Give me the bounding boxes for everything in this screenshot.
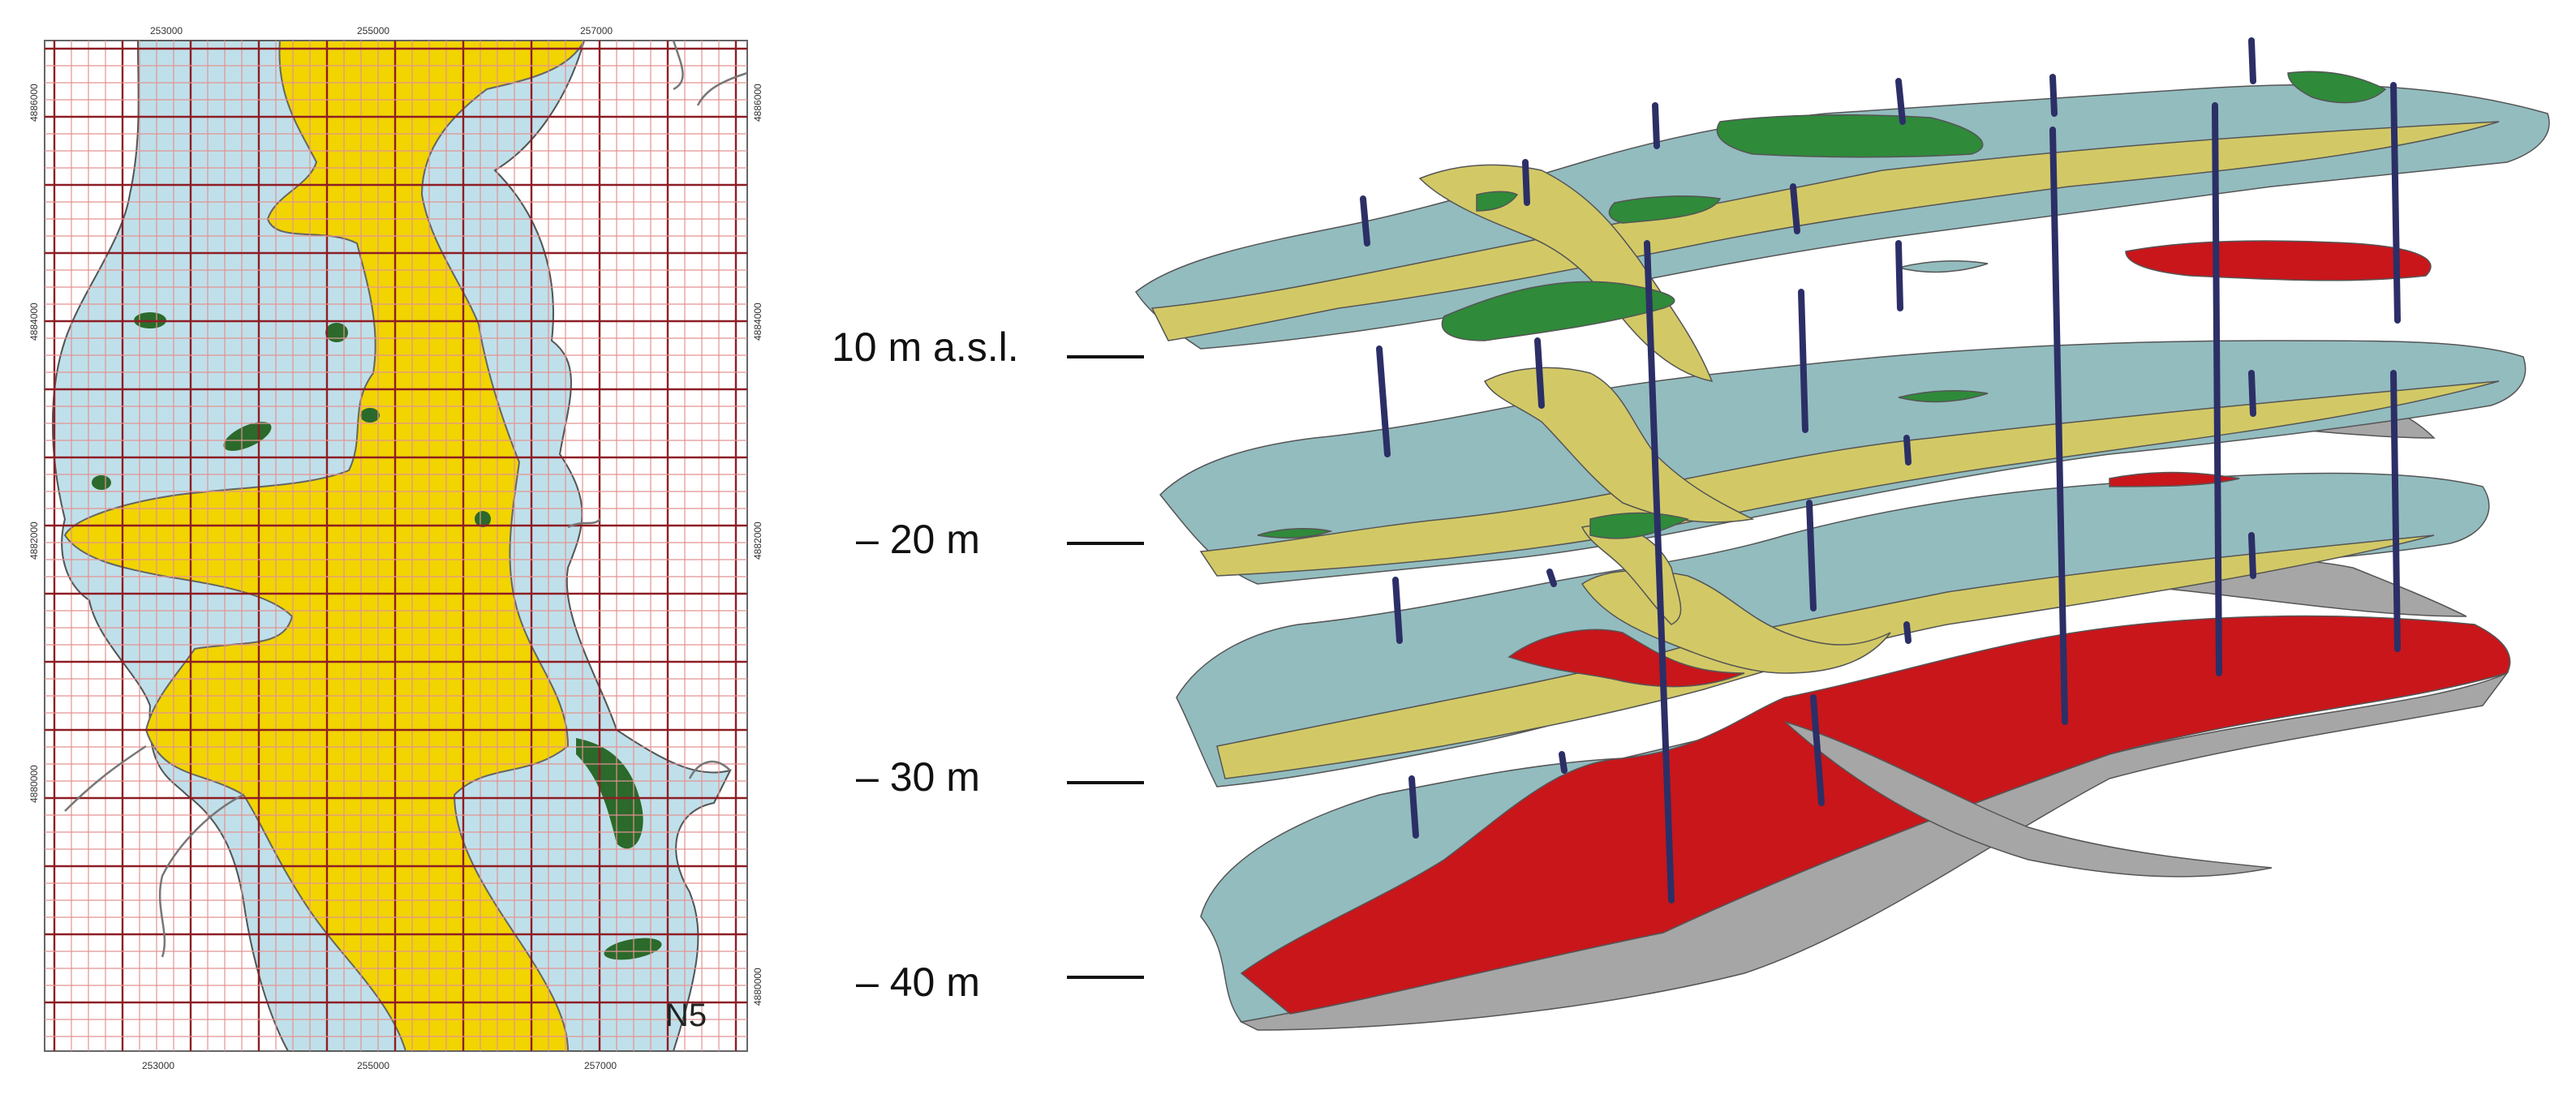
slice-4-red-gravel [1240,615,2511,1015]
borehole [2049,74,2058,117]
borehole [2248,532,2256,579]
map-bottom-tick: 255000 [357,1060,389,1071]
map-grid [45,41,747,1051]
map-right-tick: 4884000 [752,303,763,341]
slice-2-green-lens [1589,512,1690,539]
plan-map: 253000 255000 257000 253000 255000 25700… [28,25,763,1071]
borehole [1408,775,1419,839]
borehole [1652,102,1660,149]
slice-2-red-lens [2109,471,2240,487]
slice-1-yellow-channel [1418,164,1714,383]
depth-label: – 40 m [856,959,980,1005]
map-right-tick: 4882000 [752,521,763,560]
block-model [1134,37,2550,1031]
map-right-tick: 4880000 [752,968,763,1006]
slice-2-yellow-channel [1483,367,1755,523]
borehole [1798,289,1808,433]
map-right-tick: 4886000 [752,84,763,122]
slice-1 [1134,71,2550,383]
slice-1-green-lens [1716,114,1984,158]
borehole [2212,102,2222,676]
map-left-tick: 4884000 [28,303,40,341]
borehole [1895,78,1906,125]
map-tag: N5 [665,998,707,1033]
borehole [2049,127,2068,725]
borehole [2390,82,2401,324]
borehole [1790,183,1800,234]
borehole [1806,500,1817,612]
borehole [1360,195,1370,247]
depth-label: – 30 m [856,754,980,800]
map-river-lines [64,41,747,958]
map-top-tick: 257000 [580,25,613,36]
borehole [1392,577,1403,644]
borehole [1546,569,1557,587]
slice-4 [1200,615,2511,1031]
borehole [2248,37,2256,84]
borehole [2248,370,2256,417]
depth-scale: 10 m a.s.l. – 20 m – 30 m – 40 m [832,324,1144,1005]
map-bottom-ticks: 253000 255000 257000 [142,1060,617,1071]
slice-2 [1159,340,2527,625]
map-bottom-tick: 257000 [584,1060,617,1071]
borehole [1376,345,1391,457]
borehole [1810,694,1825,806]
borehole [2390,370,2401,652]
map-top-tick: 255000 [357,25,389,36]
map-top-ticks: 253000 255000 257000 [150,25,613,36]
map-right-ticks: 4886000 4884000 4882000 4880000 [752,84,763,1006]
slice-1-yellow-layer [1150,121,2500,341]
map-top-tick: 253000 [150,25,183,36]
map-left-tick: 4880000 [28,765,40,803]
slice-3-yellow-layer [1216,534,2435,779]
borehole [1534,337,1545,409]
map-left-tick: 4882000 [28,521,40,560]
borehole [1522,159,1530,206]
borehole [1644,240,1675,903]
depth-label: 10 m a.s.l. [832,324,1019,370]
map-bottom-tick: 253000 [142,1060,174,1071]
map-left-ticks: 4886000 4884000 4882000 4880000 [28,84,40,803]
borehole [1903,435,1912,466]
borehole [1895,240,1903,311]
boreholes [1360,37,2401,903]
borehole [1559,751,1568,774]
borehole [1903,621,1912,644]
depth-label: – 20 m [856,517,980,562]
map-left-tick: 4886000 [28,84,40,122]
